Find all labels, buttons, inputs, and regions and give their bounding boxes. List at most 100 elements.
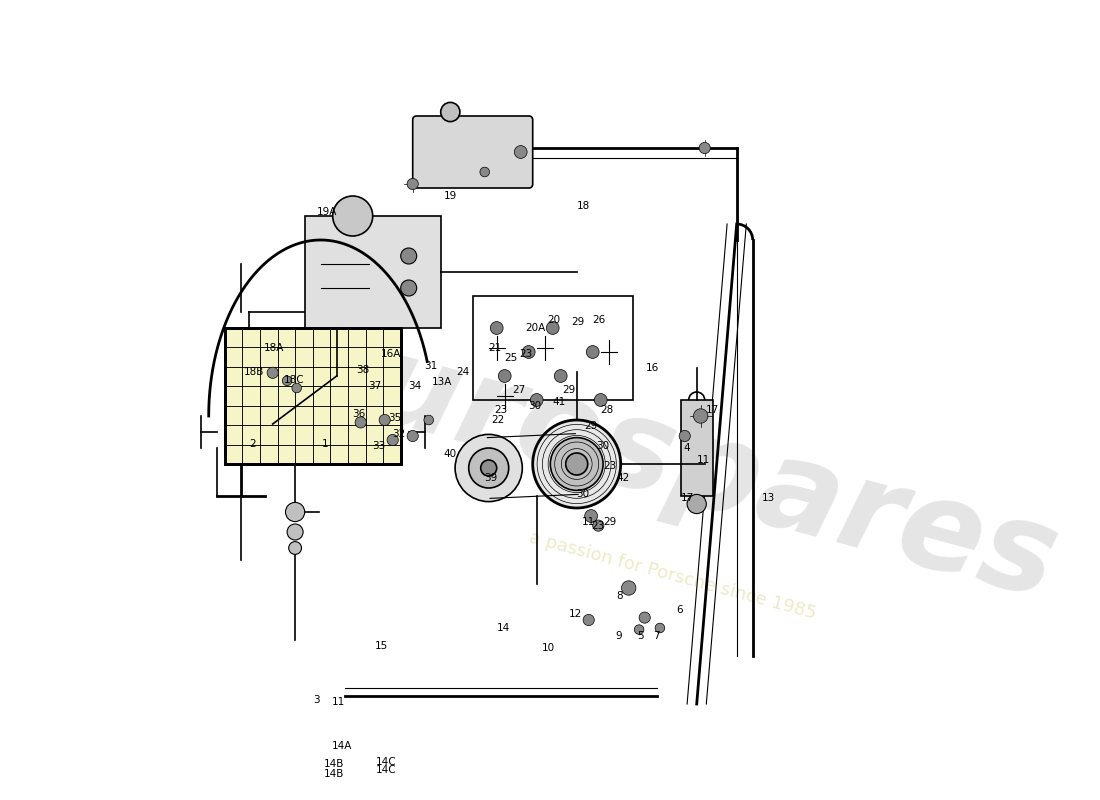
Text: 27: 27	[513, 386, 526, 395]
Text: 14A: 14A	[331, 741, 352, 750]
Text: 29: 29	[572, 317, 585, 326]
Text: 8: 8	[616, 591, 623, 601]
Text: 33: 33	[372, 442, 385, 451]
Circle shape	[287, 524, 304, 540]
Text: 14: 14	[496, 623, 509, 633]
Text: 21: 21	[488, 343, 502, 353]
Text: 4: 4	[683, 443, 690, 453]
Text: 13: 13	[762, 493, 776, 502]
FancyBboxPatch shape	[412, 116, 532, 188]
Circle shape	[639, 612, 650, 623]
Bar	[305, 216, 441, 328]
Text: 30: 30	[596, 442, 609, 451]
Circle shape	[522, 346, 535, 358]
Text: 10: 10	[542, 643, 556, 653]
Circle shape	[424, 415, 433, 425]
Circle shape	[407, 178, 418, 190]
Text: 25: 25	[505, 354, 518, 363]
Text: 18A: 18A	[264, 343, 285, 353]
Circle shape	[481, 460, 497, 476]
Text: 24: 24	[456, 367, 470, 377]
Text: 12: 12	[569, 610, 582, 619]
Circle shape	[286, 502, 305, 522]
Text: 40: 40	[443, 450, 456, 459]
Text: 5: 5	[637, 631, 644, 641]
Text: 18B: 18B	[244, 367, 264, 377]
Circle shape	[635, 625, 643, 634]
Text: 18: 18	[576, 202, 590, 211]
Text: 19A: 19A	[317, 207, 338, 217]
Text: 16: 16	[646, 363, 659, 373]
Text: 29: 29	[604, 517, 617, 526]
Text: 32: 32	[393, 429, 406, 438]
Text: 30: 30	[528, 402, 541, 411]
Circle shape	[292, 383, 301, 393]
Circle shape	[700, 142, 711, 154]
Bar	[473, 296, 632, 400]
Circle shape	[400, 248, 417, 264]
Text: 28: 28	[601, 405, 614, 414]
Circle shape	[565, 453, 587, 475]
Circle shape	[355, 417, 366, 428]
Circle shape	[621, 581, 636, 595]
Text: 20A: 20A	[525, 323, 546, 333]
Text: 35: 35	[387, 413, 400, 422]
Text: 42: 42	[616, 474, 629, 483]
Circle shape	[530, 394, 543, 406]
Text: 17: 17	[681, 493, 694, 502]
Text: 15: 15	[375, 642, 388, 651]
Circle shape	[688, 494, 706, 514]
Text: 19: 19	[443, 191, 456, 201]
Circle shape	[480, 167, 490, 177]
Circle shape	[679, 430, 691, 442]
Text: 29: 29	[562, 386, 575, 395]
Text: 14B: 14B	[323, 770, 343, 779]
Text: 18C: 18C	[284, 375, 305, 385]
Circle shape	[594, 394, 607, 406]
Circle shape	[586, 346, 600, 358]
Text: 17: 17	[706, 405, 719, 414]
Circle shape	[283, 376, 292, 386]
Circle shape	[656, 623, 664, 633]
Circle shape	[267, 367, 278, 378]
Text: 11: 11	[696, 455, 710, 465]
Circle shape	[554, 370, 568, 382]
Circle shape	[455, 434, 522, 502]
Circle shape	[288, 542, 301, 554]
Bar	[224, 328, 400, 464]
Circle shape	[441, 102, 460, 122]
Circle shape	[550, 438, 603, 490]
Text: 38: 38	[355, 365, 368, 374]
Circle shape	[379, 414, 390, 426]
Text: 39: 39	[484, 474, 497, 483]
Text: 34: 34	[408, 381, 421, 390]
Text: 26: 26	[593, 315, 606, 325]
Bar	[681, 400, 713, 496]
Circle shape	[387, 434, 398, 446]
Text: 9: 9	[615, 631, 622, 641]
Text: 16A: 16A	[381, 350, 402, 359]
Text: 29: 29	[584, 421, 597, 430]
Circle shape	[469, 448, 508, 488]
Text: 14B: 14B	[323, 759, 343, 769]
Text: 23: 23	[494, 406, 507, 415]
Circle shape	[400, 280, 417, 296]
Bar	[224, 328, 400, 464]
Circle shape	[585, 510, 597, 522]
Text: 36: 36	[352, 410, 365, 419]
Circle shape	[491, 322, 503, 334]
Text: 22: 22	[492, 415, 505, 425]
Text: 14C: 14C	[376, 757, 397, 766]
Circle shape	[498, 370, 512, 382]
Text: 23: 23	[519, 349, 532, 358]
Circle shape	[693, 409, 708, 423]
Circle shape	[515, 146, 527, 158]
Text: 1: 1	[321, 439, 328, 449]
Text: 11: 11	[332, 698, 345, 707]
Circle shape	[583, 614, 594, 626]
Text: 14C: 14C	[376, 765, 397, 774]
Text: 11: 11	[582, 517, 595, 526]
Circle shape	[332, 196, 373, 236]
Bar	[224, 328, 400, 464]
Text: 7: 7	[653, 631, 660, 641]
